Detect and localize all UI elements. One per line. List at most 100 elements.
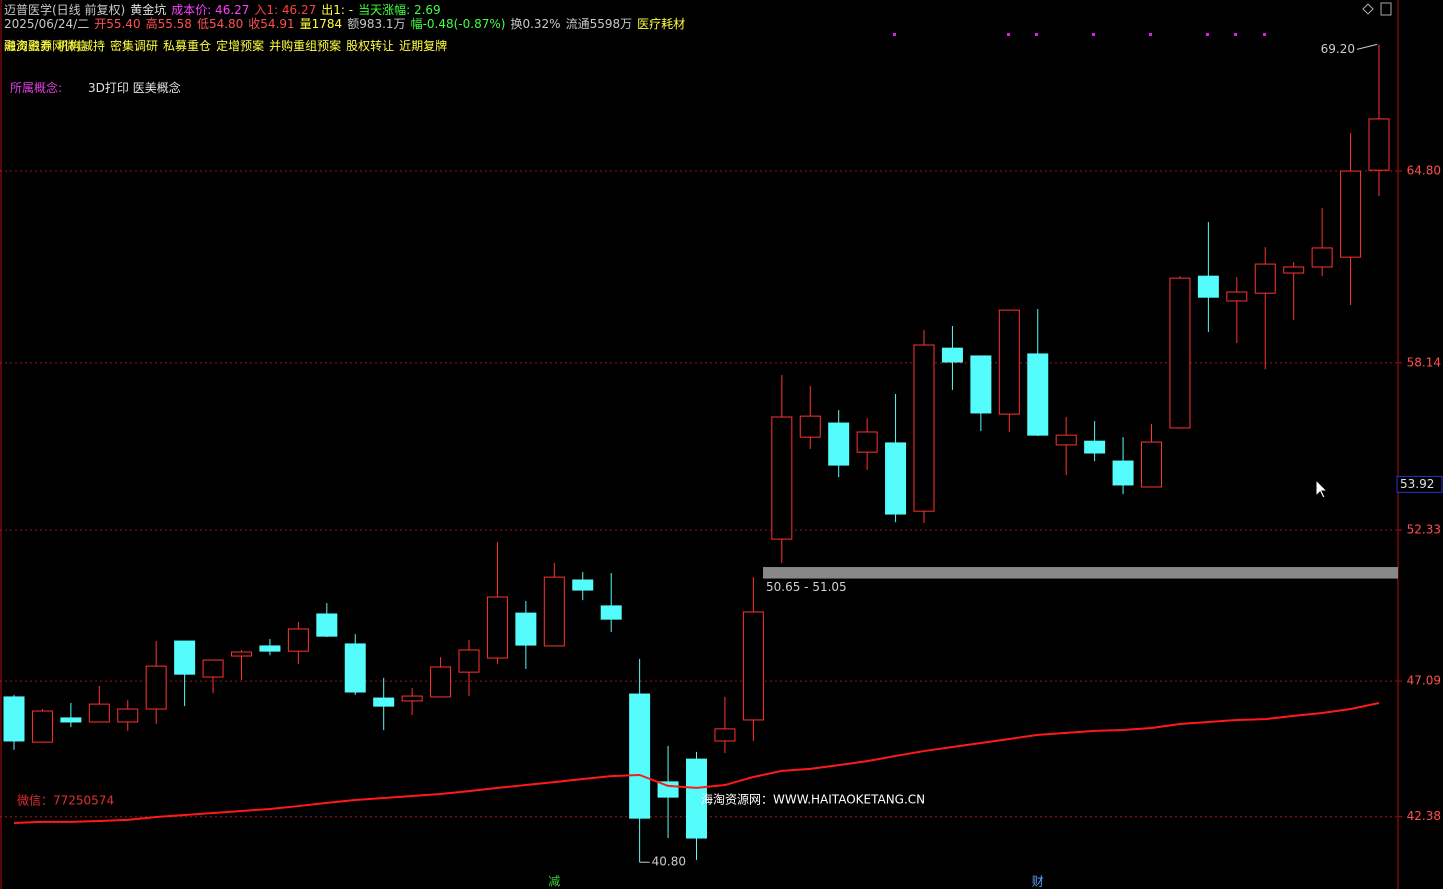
site-text: 海淘资源网：WWW.HAITAOKETANG.CN bbox=[701, 792, 925, 807]
header-item: 换0.32% bbox=[510, 17, 561, 31]
candle-body bbox=[1112, 460, 1134, 486]
header-item: 高55.58 bbox=[145, 17, 192, 31]
icon-diamond[interactable] bbox=[1362, 3, 1374, 15]
tag: 融资融券 bbox=[4, 39, 53, 53]
icon-window[interactable] bbox=[1380, 2, 1392, 16]
tag: 私募重仓 bbox=[163, 39, 212, 53]
header-item: 出1: - bbox=[321, 3, 354, 17]
candle-body bbox=[543, 576, 565, 647]
candle-body bbox=[1197, 275, 1219, 298]
candle-body bbox=[1027, 353, 1049, 436]
candle-body bbox=[31, 710, 53, 743]
candle-body bbox=[771, 416, 793, 540]
header-item: 流通5598万 bbox=[565, 17, 633, 31]
y-tick-label: 58.14 bbox=[1407, 355, 1441, 369]
tag: 机构减持 bbox=[57, 39, 106, 53]
header-item: 幅-0.48(-0.87%) bbox=[410, 17, 506, 31]
header-item: 当天涨幅: 2.69 bbox=[358, 3, 441, 17]
candle-body bbox=[714, 728, 736, 742]
candle-body bbox=[600, 605, 622, 620]
tag: 密集调研 bbox=[110, 39, 159, 53]
candle-body bbox=[515, 612, 537, 646]
header-item: 开55.40 bbox=[94, 17, 141, 31]
concept-label: 所属概念: bbox=[10, 81, 63, 95]
candle-body bbox=[401, 695, 423, 702]
candle-body bbox=[1141, 441, 1162, 488]
candle-body bbox=[828, 422, 850, 466]
tag-line: 融资融券 机构减持 密集调研 私募重仓 定增预案 并购重组预案 股权转让 近期复牌 海淘资源网… bbox=[4, 37, 457, 54]
header-item: 医疗耗材 bbox=[637, 17, 686, 31]
candle-body bbox=[430, 666, 452, 698]
extreme-arrow bbox=[1356, 43, 1378, 50]
candle-body bbox=[686, 758, 707, 839]
candle-body bbox=[202, 659, 224, 678]
header-item: 收54.91 bbox=[248, 17, 295, 31]
candle-body bbox=[856, 431, 878, 453]
header-item: 黄金坑 bbox=[130, 3, 167, 17]
candle-body bbox=[1055, 434, 1077, 446]
candle-body bbox=[1169, 277, 1191, 429]
candle-body bbox=[799, 415, 821, 438]
candle-body bbox=[174, 640, 196, 675]
candle-body bbox=[1368, 118, 1390, 171]
mouse-cursor bbox=[1315, 478, 1329, 499]
moving-average bbox=[13, 701, 1380, 825]
header-item: 低54.80 bbox=[196, 17, 244, 31]
candle-body bbox=[117, 708, 139, 723]
tag: 定增预案 bbox=[216, 39, 265, 53]
x-label: 财 bbox=[1032, 875, 1044, 889]
candle-body bbox=[1226, 291, 1248, 302]
header-item: 量1784 bbox=[299, 17, 343, 31]
candle-body bbox=[316, 613, 338, 637]
candle-body bbox=[1084, 440, 1106, 454]
candle-body bbox=[259, 645, 281, 652]
zone-label: 50.65 - 51.05 bbox=[766, 580, 847, 594]
candle-body bbox=[742, 611, 764, 721]
x-label: 减 bbox=[548, 875, 560, 889]
candle-body bbox=[231, 651, 252, 657]
y-tick-label: 47.09 bbox=[1407, 674, 1441, 688]
candle-body bbox=[913, 344, 935, 512]
header-item: 成本价: 46.27 bbox=[171, 3, 250, 17]
candle-body bbox=[60, 717, 82, 723]
overlay-text: 海淘资源网微信 bbox=[4, 39, 89, 53]
candle-body bbox=[970, 355, 992, 414]
header-item: 额983.1万 bbox=[347, 17, 406, 31]
candle-body bbox=[287, 628, 309, 652]
signal-dots bbox=[893, 33, 1266, 36]
y-tick-label: 42.38 bbox=[1407, 809, 1441, 823]
tags: 融资融券 机构减持 密集调研 私募重仓 定增预案 并购重组预案 股权转让 近期复牌 bbox=[4, 39, 452, 53]
tag: 股权转让 bbox=[346, 39, 395, 53]
candle-body bbox=[88, 703, 110, 723]
wechat-text: 微信：77250574 bbox=[17, 794, 114, 808]
extreme-label: 69.20 bbox=[1321, 42, 1355, 56]
candle-body bbox=[344, 643, 366, 693]
candle-body bbox=[145, 665, 167, 710]
candle-body bbox=[885, 442, 907, 515]
candle-body bbox=[373, 697, 395, 707]
header-item: 2025/06/24/二 bbox=[4, 17, 90, 31]
extreme-label: 40.80 bbox=[652, 855, 686, 869]
candle-body bbox=[998, 309, 1020, 415]
candle-body bbox=[1340, 170, 1362, 258]
tag: 近期复牌 bbox=[399, 39, 448, 53]
candle-body bbox=[3, 696, 25, 742]
header-item: 迈普医学(日线 前复权) bbox=[4, 3, 126, 17]
header-item: 入1: 46.27 bbox=[254, 3, 317, 17]
candle-body bbox=[629, 693, 651, 819]
candle-body bbox=[1254, 263, 1276, 294]
y-tick-label: 52.33 bbox=[1407, 523, 1441, 537]
tag: 并购重组预案 bbox=[269, 39, 342, 53]
candle-body bbox=[486, 596, 508, 659]
candle-body bbox=[1311, 247, 1333, 268]
candle-body bbox=[458, 649, 480, 673]
cursor-price-box bbox=[1396, 475, 1443, 493]
concepts: 3D打印 医美概念 bbox=[88, 81, 181, 95]
candle-body bbox=[941, 347, 963, 363]
header-line2: 2025/06/24/二 开55.40 高55.58 低54.80 收54.91 量178… bbox=[4, 15, 690, 32]
cursor-price: 53.92 bbox=[1400, 477, 1434, 491]
y-tick-label: 64.80 bbox=[1407, 164, 1441, 178]
price-zone bbox=[763, 567, 1398, 579]
